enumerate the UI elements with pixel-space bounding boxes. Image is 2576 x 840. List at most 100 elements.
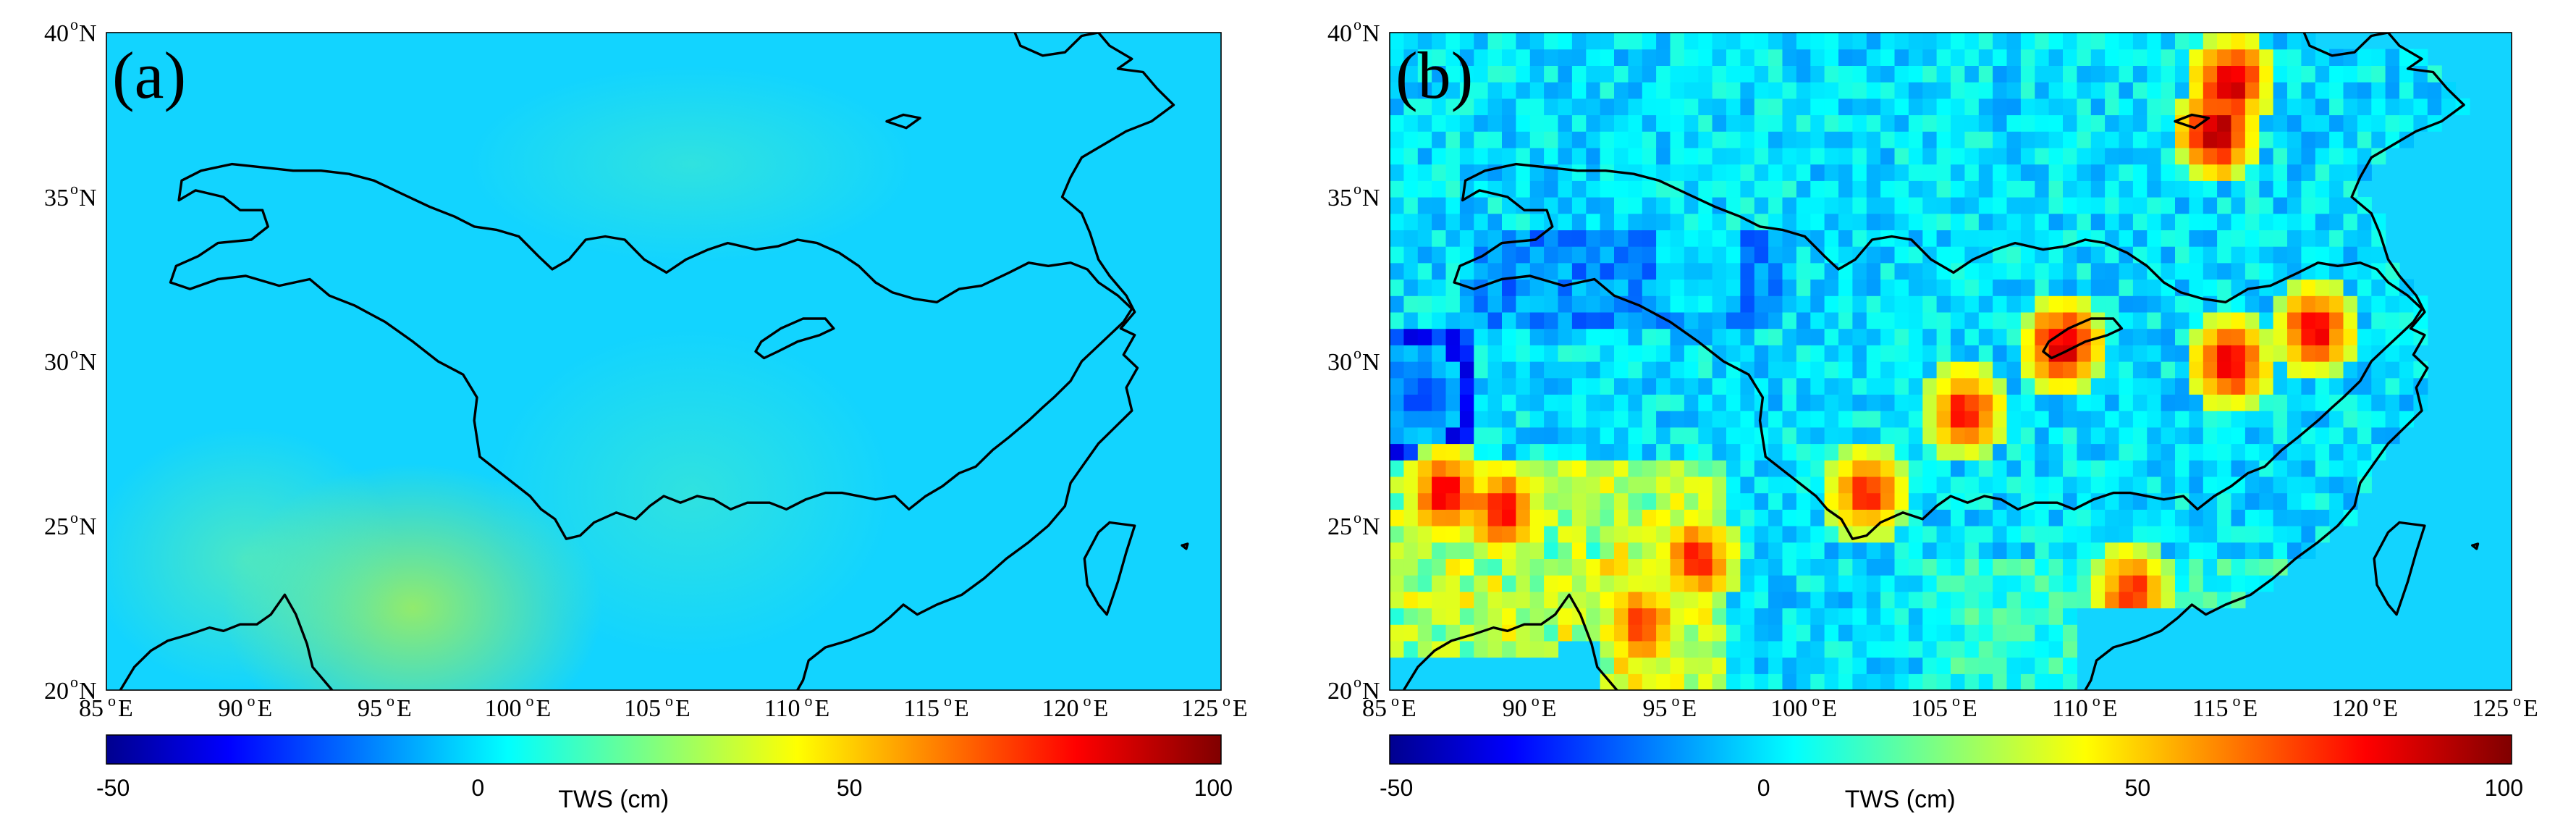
- grid-cell: [1502, 640, 1516, 658]
- grid-cell: [1782, 114, 1797, 132]
- grid-cell: [1656, 246, 1671, 264]
- grid-cell: [2161, 377, 2176, 395]
- grid-cell: [2035, 460, 2050, 477]
- grid-cell: [1628, 443, 1643, 461]
- grid-cell: [2020, 147, 2035, 165]
- grid-cell: [2371, 49, 2386, 66]
- grid-cell: [2161, 476, 2176, 494]
- grid-cell: [2273, 361, 2288, 379]
- grid-cell: [2132, 197, 2148, 214]
- grid-cell: [1908, 33, 1923, 50]
- grid-cell: [1432, 361, 1447, 379]
- grid-cell: [1544, 295, 1559, 313]
- grid-cell: [2217, 427, 2232, 445]
- grid-cell: [1782, 558, 1797, 576]
- small-lake-outline: [885, 113, 921, 130]
- grid-cell: [1768, 65, 1783, 83]
- grid-cell: [2259, 180, 2274, 198]
- grid-cell: [1516, 640, 1531, 658]
- grid-cell: [2217, 575, 2232, 592]
- y-tick-label: 25 o N: [44, 508, 97, 540]
- grid-cell: [1600, 427, 1615, 445]
- grid-cell: [2077, 476, 2092, 494]
- grid-cell: [2105, 147, 2120, 165]
- grid-cell: [1866, 49, 1881, 66]
- svg-text:N: N: [1362, 185, 1380, 211]
- grid-cell: [1417, 213, 1432, 230]
- grid-cell: [1978, 460, 1993, 477]
- grid-cell: [1614, 558, 1629, 576]
- grid-cell: [1614, 575, 1629, 592]
- grid-cell: [2161, 147, 2176, 165]
- grid-cell: [1964, 427, 1980, 445]
- grid-cell: [1600, 575, 1615, 592]
- grid-cell: [2175, 575, 2189, 592]
- grid-cell: [1698, 427, 1713, 445]
- grid-cell: [2315, 311, 2330, 329]
- grid-cell: [1642, 673, 1657, 690]
- grid-cell: [1712, 33, 1727, 50]
- grid-cell: [1586, 98, 1601, 116]
- grid-cell: [1951, 526, 1965, 543]
- grid-cell: [2035, 147, 2050, 165]
- grid-cell: [1712, 295, 1727, 313]
- grid-cell: [2105, 558, 2120, 576]
- grid-cell: [1768, 345, 1783, 362]
- grid-cell: [2077, 460, 2092, 477]
- grid-cell: [1656, 608, 1671, 625]
- grid-cell: [1656, 427, 1671, 445]
- grid-cell: [1670, 526, 1685, 543]
- grid-cell: [1908, 114, 1923, 132]
- grid-cell: [1614, 443, 1629, 461]
- grid-cell: [2371, 443, 2386, 461]
- grid-cell: [1810, 476, 1825, 494]
- grid-cell: [1894, 460, 1909, 477]
- grid-cell: [1726, 476, 1741, 494]
- grid-cell: [2090, 147, 2106, 165]
- grid-cell: [1894, 246, 1909, 264]
- grid-cell: [1670, 262, 1685, 280]
- grid-cell: [2020, 33, 2035, 50]
- x-tick-label: 125 o E: [2472, 692, 2538, 722]
- grid-cell: [1544, 542, 1559, 559]
- grid-cell: [2020, 197, 2035, 214]
- grid-cell: [2231, 460, 2246, 477]
- grid-cell: [1936, 33, 1951, 50]
- taiwan-coastline: [1083, 521, 1136, 616]
- grid-cell: [1628, 624, 1643, 642]
- grid-cell: [1936, 640, 1951, 658]
- svg-text:120: 120: [1042, 695, 1079, 722]
- grid-cell: [1894, 624, 1909, 642]
- grid-cell: [1838, 558, 1853, 576]
- grid-cell: [1964, 197, 1980, 214]
- grid-cell: [1810, 246, 1825, 264]
- grid-cell: [1993, 82, 2008, 99]
- grid-cell: [1600, 591, 1615, 609]
- grid-cell: [2399, 114, 2414, 132]
- grid-cell: [1838, 476, 1853, 494]
- grid-cell: [1445, 345, 1461, 362]
- grid-cell: [2259, 82, 2274, 99]
- grid-cell: [1768, 558, 1783, 576]
- svg-text:o: o: [526, 692, 534, 710]
- grid-cell: [1459, 49, 1474, 66]
- grid-cell: [2161, 311, 2176, 329]
- grid-cell: [1642, 492, 1657, 510]
- grid-cell: [2203, 164, 2218, 181]
- grid-cell: [2161, 575, 2176, 592]
- grid-cell: [1474, 591, 1489, 609]
- grid-cell: [2203, 328, 2218, 345]
- grid-cell: [2132, 345, 2148, 362]
- grid-cell: [2385, 98, 2400, 116]
- grid-cell: [1487, 476, 1503, 494]
- grid-cell: [1782, 624, 1797, 642]
- grid-cell: [1951, 295, 1965, 313]
- grid-cell: [1740, 492, 1755, 510]
- grid-cell: [2006, 526, 2022, 543]
- grid-cell: [1951, 608, 1965, 625]
- grid-cell: [2189, 164, 2204, 181]
- grid-cell: [1614, 591, 1629, 609]
- grid-cell: [1908, 411, 1923, 428]
- grid-cell: [2175, 476, 2189, 494]
- grid-cell: [1936, 114, 1951, 132]
